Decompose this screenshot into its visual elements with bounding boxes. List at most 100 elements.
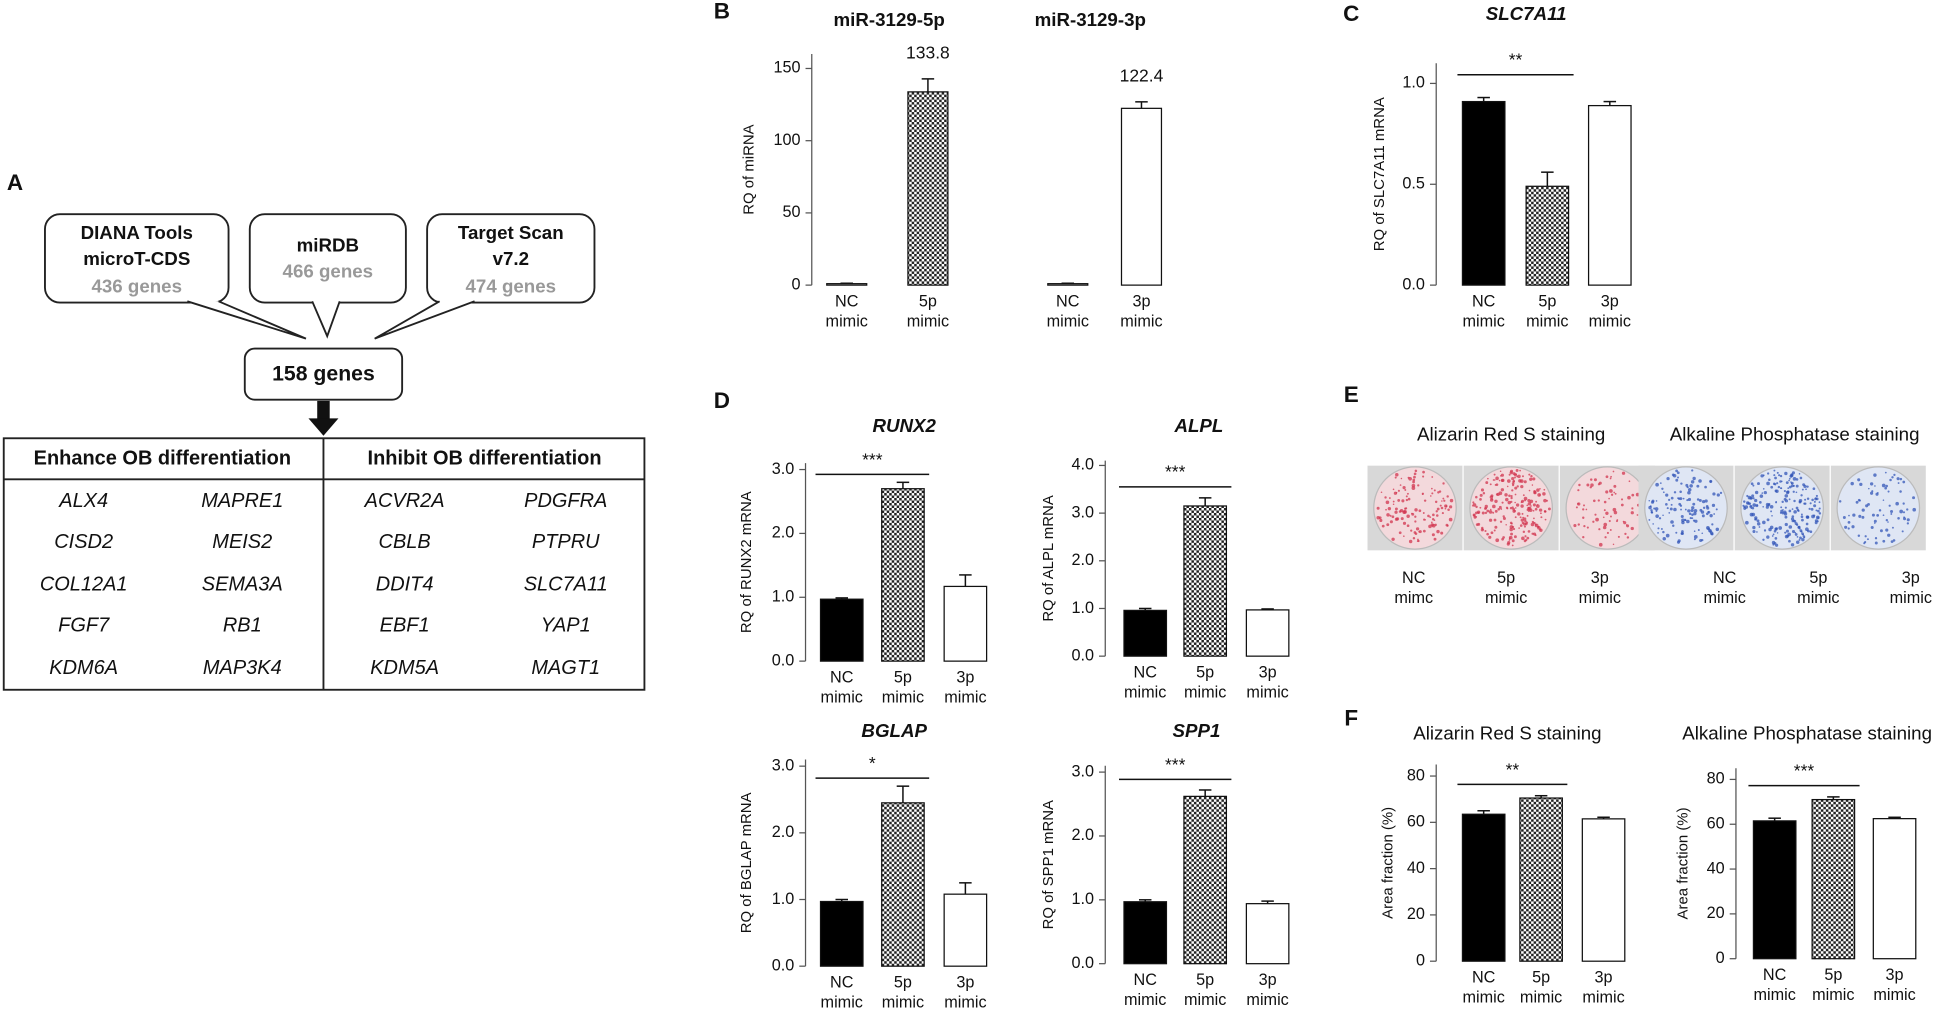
stain-speck [1602,525,1607,530]
stain-speck [1771,535,1774,537]
stain-speck [1394,510,1398,514]
stain-speck [1790,543,1795,547]
stain-speck [1400,477,1403,480]
stain-speck [1380,491,1383,494]
stain-speck [1520,484,1524,489]
stain-speck [1384,496,1387,499]
stain-speck [1902,511,1906,514]
stain-speck [1681,530,1684,533]
stain-speck [1447,508,1450,512]
y-tick-label: 2.0 [1071,551,1094,569]
stain-speck [1485,481,1489,484]
stain-speck [1408,476,1412,481]
stain-speck [1705,505,1709,508]
y-tick-label: 40 [1707,859,1725,877]
stain-speck [1534,507,1538,511]
stain-speck [1620,503,1624,507]
stain-speck [1394,517,1399,521]
y-tick-label: 150 [773,59,800,77]
stain-speck [1817,516,1820,519]
stain-speck [1414,469,1418,473]
stain-speck [1529,499,1534,504]
stain-speck [1902,502,1905,505]
stain-speck [1756,504,1759,506]
y-tick-label: 4.0 [1071,456,1094,474]
stain-speck [1630,511,1634,515]
stain-speck [1698,499,1702,502]
y-axis-label: RQ of RUNX2 mRNA [738,491,755,633]
stain-speck [1471,504,1474,507]
gene-name: YAP1 [541,615,591,637]
stain-speck [1411,486,1416,490]
stain-speck [1788,498,1791,501]
y-axis-label: Area fraction (%) [1674,807,1691,919]
stain-speck [1480,488,1485,492]
error-bar [959,882,972,895]
source-bubble [44,213,230,304]
stain-speck [1479,506,1482,509]
stain-speck [1890,540,1894,543]
stain-speck [1489,483,1492,486]
stain-speck [1798,539,1801,541]
stain-speck [1414,515,1417,518]
stain-speck [1392,500,1395,503]
source-bubble [248,213,407,304]
stain-speck [1749,512,1754,517]
stain-speck [1442,497,1445,500]
stain-speck [1759,501,1762,504]
stain-speck [1778,474,1781,477]
gene-name: KDM5A [370,657,439,679]
y-tick-label: 3.0 [1071,503,1094,521]
stain-speck [1585,508,1588,511]
stain-speck [1666,477,1670,481]
stain-speck [1389,520,1393,524]
stain-speck [1605,511,1609,515]
stain-speck [1431,492,1434,495]
stain-speck [1800,515,1804,519]
stain-speck [1691,469,1694,472]
stain-speck [1381,524,1385,528]
stain-speck [1386,513,1390,517]
stain-speck [1690,508,1694,513]
stain-speck [1613,491,1616,494]
stain-speck [1897,516,1900,520]
stain-speck [1896,477,1900,481]
source-name: miRDB [297,234,359,255]
stain-speck [1881,483,1886,488]
stain-speck [1774,537,1778,540]
stain-speck [1487,477,1489,480]
gene-name: ACVR2A [364,490,445,512]
stain-speck [1631,493,1635,497]
stain-speck [1749,505,1753,509]
stain-speck [1791,508,1794,511]
stain-speck [1844,525,1848,529]
stain-speck [1650,500,1655,504]
stain-speck [1882,514,1885,517]
stain-speck [1912,507,1917,512]
stain-speck [1694,519,1698,523]
stain-speck [1686,519,1690,524]
stain-speck [1509,521,1513,525]
stain-speck [1670,503,1673,506]
stain-speck [1441,512,1444,515]
stain-speck [1857,478,1861,482]
stain-speck [1498,505,1502,509]
stain-speck [1752,525,1756,530]
stain-speck [1768,503,1771,505]
stain-speck [1851,525,1855,529]
error-bar [896,481,910,489]
stain-speck [1431,476,1434,478]
stain-speck [1523,525,1526,528]
stain-speck [1875,492,1879,496]
bar [881,802,925,967]
stain-speck [1676,471,1680,475]
stain-speck [1388,497,1391,499]
stain-speck [1417,484,1420,487]
stain-speck [1658,517,1662,520]
stain-speck [1884,486,1887,490]
staining-title: Alizarin Red S staining [1417,424,1605,445]
stain-speck [1594,513,1597,516]
stain-speck [1662,530,1665,534]
stain-speck [1505,524,1507,526]
stain-speck [1693,508,1698,513]
